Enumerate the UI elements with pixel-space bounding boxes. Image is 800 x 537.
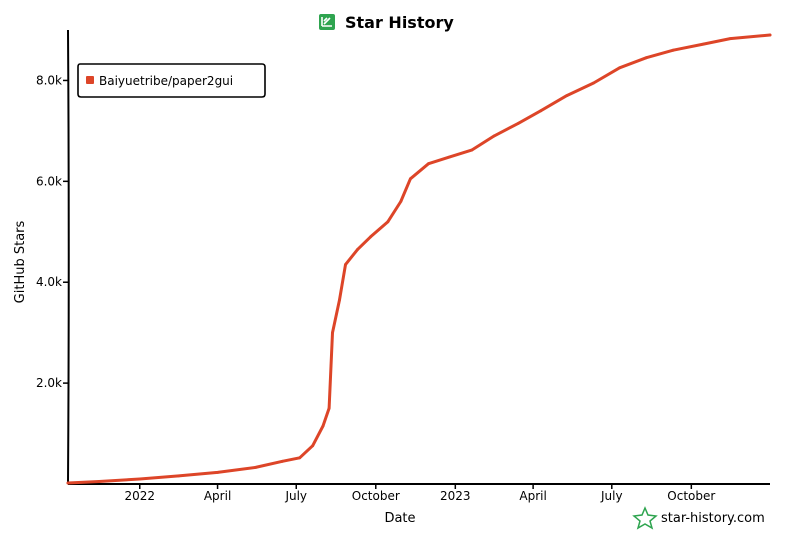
series-point bbox=[409, 177, 412, 181]
legend-box bbox=[77, 63, 266, 98]
x-axis-line bbox=[67, 482, 771, 485]
series-point bbox=[344, 263, 347, 266]
legend-label: Baiyuetribe/paper2gui bbox=[99, 74, 233, 88]
x-tick-label: October bbox=[667, 489, 715, 503]
series-point bbox=[254, 466, 257, 469]
series-point bbox=[356, 248, 359, 251]
star-icon bbox=[632, 506, 658, 530]
series-point bbox=[427, 162, 430, 166]
x-tick-label: 2022 bbox=[124, 489, 155, 503]
series-point bbox=[539, 109, 543, 113]
series-point bbox=[311, 444, 315, 448]
x-tick-label: 2023 bbox=[440, 489, 471, 503]
y-tick-label: 4.0k bbox=[36, 275, 62, 289]
series-point bbox=[97, 480, 101, 483]
series-point bbox=[447, 155, 451, 159]
x-tick-label: October bbox=[352, 489, 400, 503]
series-line bbox=[66, 33, 772, 485]
series-point bbox=[66, 481, 70, 485]
series-point bbox=[768, 33, 772, 37]
x-tick-label: July bbox=[600, 489, 623, 503]
footer[interactable]: star-history.com bbox=[632, 506, 765, 530]
x-axis-title: Date bbox=[384, 511, 415, 526]
series-point bbox=[138, 477, 142, 481]
x-tick-label: April bbox=[204, 489, 231, 503]
star-history-logo-icon bbox=[319, 14, 335, 30]
chart-title-group: Star History bbox=[319, 13, 454, 32]
chart-title: Star History bbox=[345, 13, 454, 32]
legend-swatch bbox=[86, 76, 94, 84]
series-point bbox=[645, 56, 648, 60]
series-point bbox=[386, 220, 390, 224]
series-point bbox=[331, 331, 334, 335]
series-point bbox=[369, 235, 372, 239]
series-point bbox=[470, 148, 474, 152]
axes bbox=[67, 29, 771, 485]
series-point bbox=[216, 471, 220, 474]
series-point bbox=[399, 200, 403, 203]
y-axis-line bbox=[67, 29, 70, 485]
series-point bbox=[281, 459, 284, 463]
series-point bbox=[671, 48, 675, 52]
series-point bbox=[338, 298, 341, 302]
series-point bbox=[298, 456, 302, 460]
series-point bbox=[177, 474, 181, 478]
series-point bbox=[618, 66, 621, 70]
series-point bbox=[517, 121, 520, 125]
series-point bbox=[492, 134, 496, 138]
series-point bbox=[728, 37, 732, 40]
series-point bbox=[702, 42, 705, 46]
y-axis-ticks: 2.0k 4.0k 6.0k 8.0k bbox=[36, 73, 68, 390]
y-tick-label: 6.0k bbox=[36, 174, 62, 188]
y-tick-label: 8.0k bbox=[36, 73, 62, 87]
x-axis-ticks: 2022 April July October 2023 April July October bbox=[124, 484, 715, 503]
legend: Baiyuetribe/paper2gui bbox=[77, 63, 266, 98]
y-axis-title: GitHub Stars bbox=[13, 220, 28, 303]
series-group bbox=[66, 33, 772, 485]
series-point bbox=[592, 81, 595, 85]
series-point bbox=[565, 94, 569, 97]
x-tick-label: April bbox=[519, 489, 546, 503]
series-point bbox=[327, 406, 331, 410]
series-point bbox=[321, 424, 325, 428]
y-tick-label: 2.0k bbox=[36, 376, 62, 390]
footer-link[interactable]: star-history.com bbox=[661, 511, 765, 526]
x-tick-label: July bbox=[284, 489, 307, 503]
